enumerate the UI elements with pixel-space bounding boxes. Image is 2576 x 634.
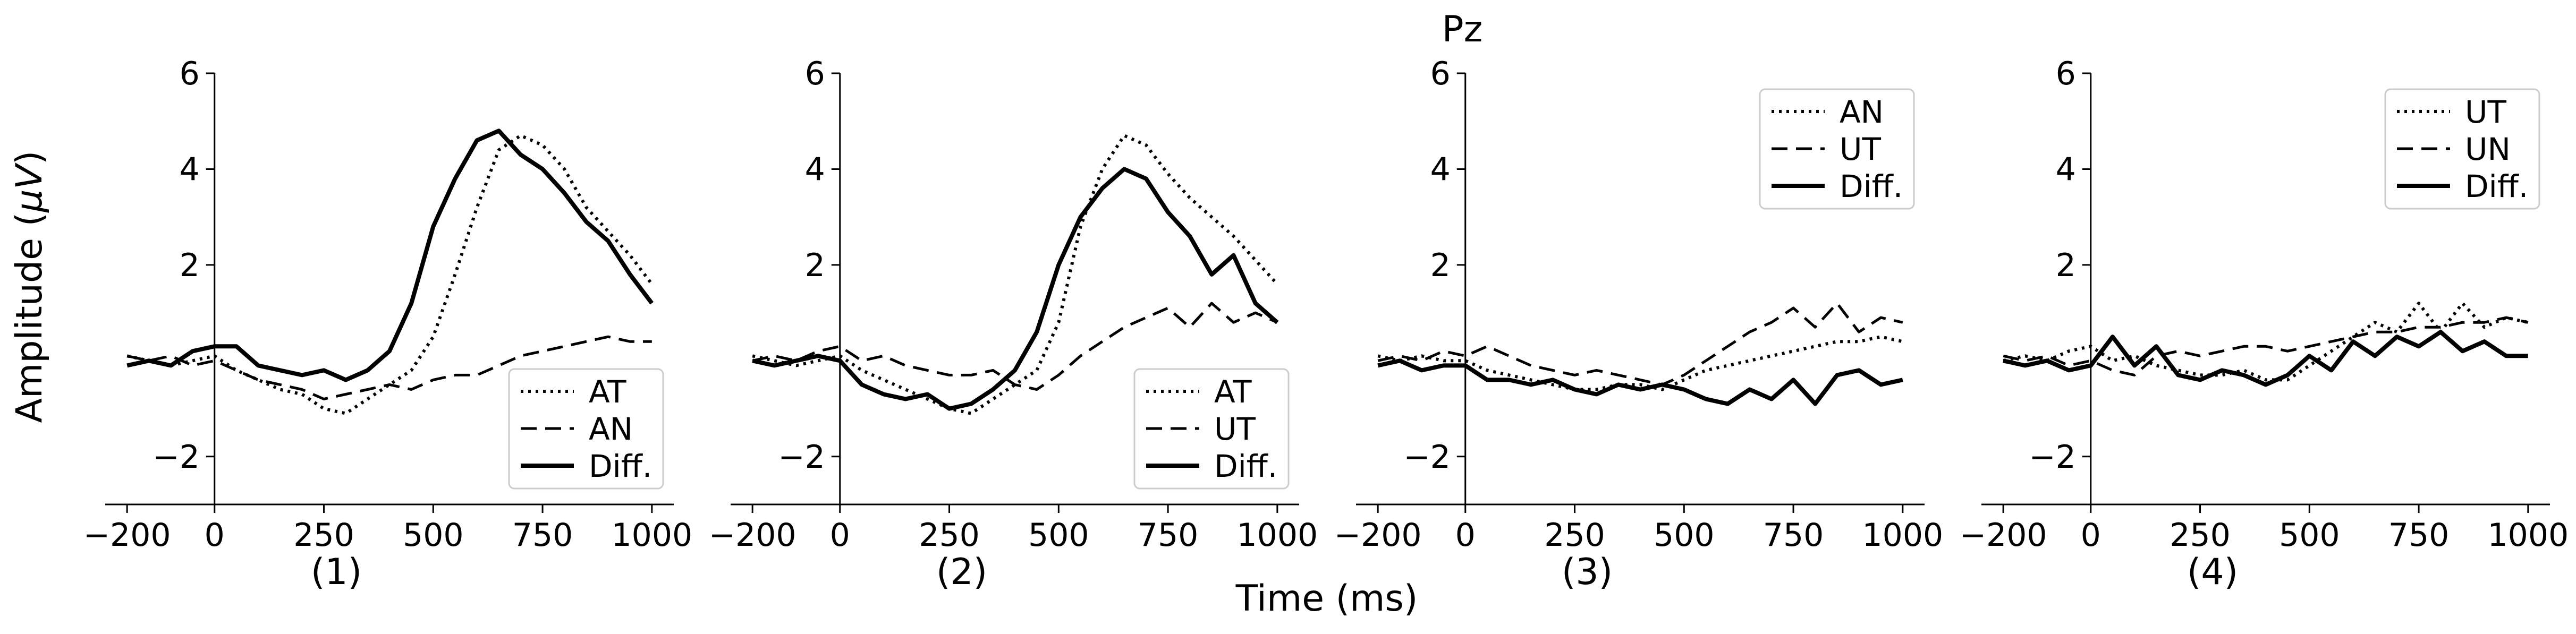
x-tick-label: 250: [1544, 517, 1605, 554]
y-tick-label: 2: [1430, 247, 1451, 284]
legend-box: [508, 368, 664, 490]
x-tick-label: 500: [1028, 517, 1089, 554]
x-tick-label: 500: [1654, 517, 1715, 554]
x-tick-label: 750: [2388, 517, 2450, 554]
x-tick-label: 750: [1138, 517, 1199, 554]
y-tick-label: −2: [778, 439, 825, 476]
x-tick-label: 0: [205, 517, 225, 554]
x-tick-label: 500: [2279, 517, 2340, 554]
y-axis-label-prefix: Amplitude (: [9, 212, 50, 423]
y-tick-label: 6: [2056, 55, 2076, 92]
x-tick-label: −200: [709, 517, 796, 554]
y-tick-label: 4: [805, 151, 825, 188]
legend-label: AN: [1840, 94, 1884, 130]
series-line-diff: [1377, 358, 1903, 406]
x-tick-label: 250: [2170, 517, 2231, 554]
x-tick-label: 0: [2081, 517, 2101, 554]
panel-label: (1): [311, 551, 362, 593]
series-line-diff: [2003, 330, 2528, 387]
series-line-an: [126, 335, 652, 400]
legend-box: [2384, 88, 2540, 210]
panel-label: (4): [2187, 551, 2238, 593]
x-tick-label: 500: [403, 517, 464, 554]
x-tick-label: 1000: [2487, 517, 2569, 554]
y-tick-label: 6: [1430, 55, 1451, 92]
panel-label: (3): [1562, 551, 1613, 593]
x-tick-label: 750: [512, 517, 573, 554]
series-line-diff: [126, 128, 654, 382]
x-tick-label: 250: [293, 517, 354, 554]
y-tick-label: 4: [180, 151, 200, 188]
series-line-an: [1377, 335, 1903, 391]
x-tick-label: 1000: [1236, 517, 1318, 554]
series-line-at: [126, 134, 654, 415]
series-line-un: [2003, 316, 2529, 376]
y-tick-label: 4: [2056, 151, 2076, 188]
figure-title: Pz: [1442, 8, 1483, 50]
legend-box: [1133, 368, 1290, 490]
legend-label: AT: [589, 374, 626, 410]
y-tick-label: −2: [152, 439, 199, 476]
x-tick-label: 1000: [1862, 517, 1943, 554]
y-axis-label: Amplitude (μV): [9, 151, 50, 423]
y-tick-label: 4: [1430, 151, 1451, 188]
legend-box: [1759, 88, 1915, 210]
x-axis-label: Time (ms): [1235, 578, 1418, 620]
series-line-ut: [752, 302, 1278, 391]
x-tick-label: −200: [1334, 517, 1422, 554]
legend-label: UN: [2465, 131, 2511, 167]
legend-label: AN: [589, 411, 633, 447]
x-tick-label: −200: [83, 517, 171, 554]
y-axis-label-suffix: ): [9, 151, 50, 165]
series-line-at: [752, 134, 1279, 415]
y-tick-label: 6: [180, 55, 200, 92]
legend-label: AT: [1214, 374, 1252, 410]
panel-label: (2): [936, 551, 987, 593]
series-line-ut: [1377, 302, 1903, 386]
y-tick-label: 6: [805, 55, 825, 92]
x-tick-label: 750: [1763, 517, 1824, 554]
y-tick-label: −2: [1403, 439, 1450, 476]
legend-label: Diff.: [1840, 168, 1903, 204]
y-tick-label: 2: [805, 247, 825, 284]
legend-label: UT: [1214, 411, 1256, 447]
x-tick-label: 0: [830, 517, 850, 554]
y-axis-label-unit: μV: [9, 162, 50, 213]
x-tick-label: 0: [1455, 517, 1476, 554]
legend-label: Diff.: [1214, 448, 1277, 484]
x-tick-label: 250: [919, 517, 980, 554]
legend-label: UT: [2465, 94, 2506, 130]
legend-label: Diff.: [589, 448, 652, 484]
x-tick-label: 1000: [611, 517, 692, 554]
legend-label: Diff.: [2465, 168, 2528, 204]
y-tick-label: 2: [2056, 247, 2076, 284]
series-line-diff: [752, 167, 1279, 411]
y-tick-label: −2: [2029, 439, 2075, 476]
legend-label: UT: [1840, 131, 1881, 167]
y-tick-label: 2: [180, 247, 200, 284]
x-tick-label: −200: [1960, 517, 2047, 554]
